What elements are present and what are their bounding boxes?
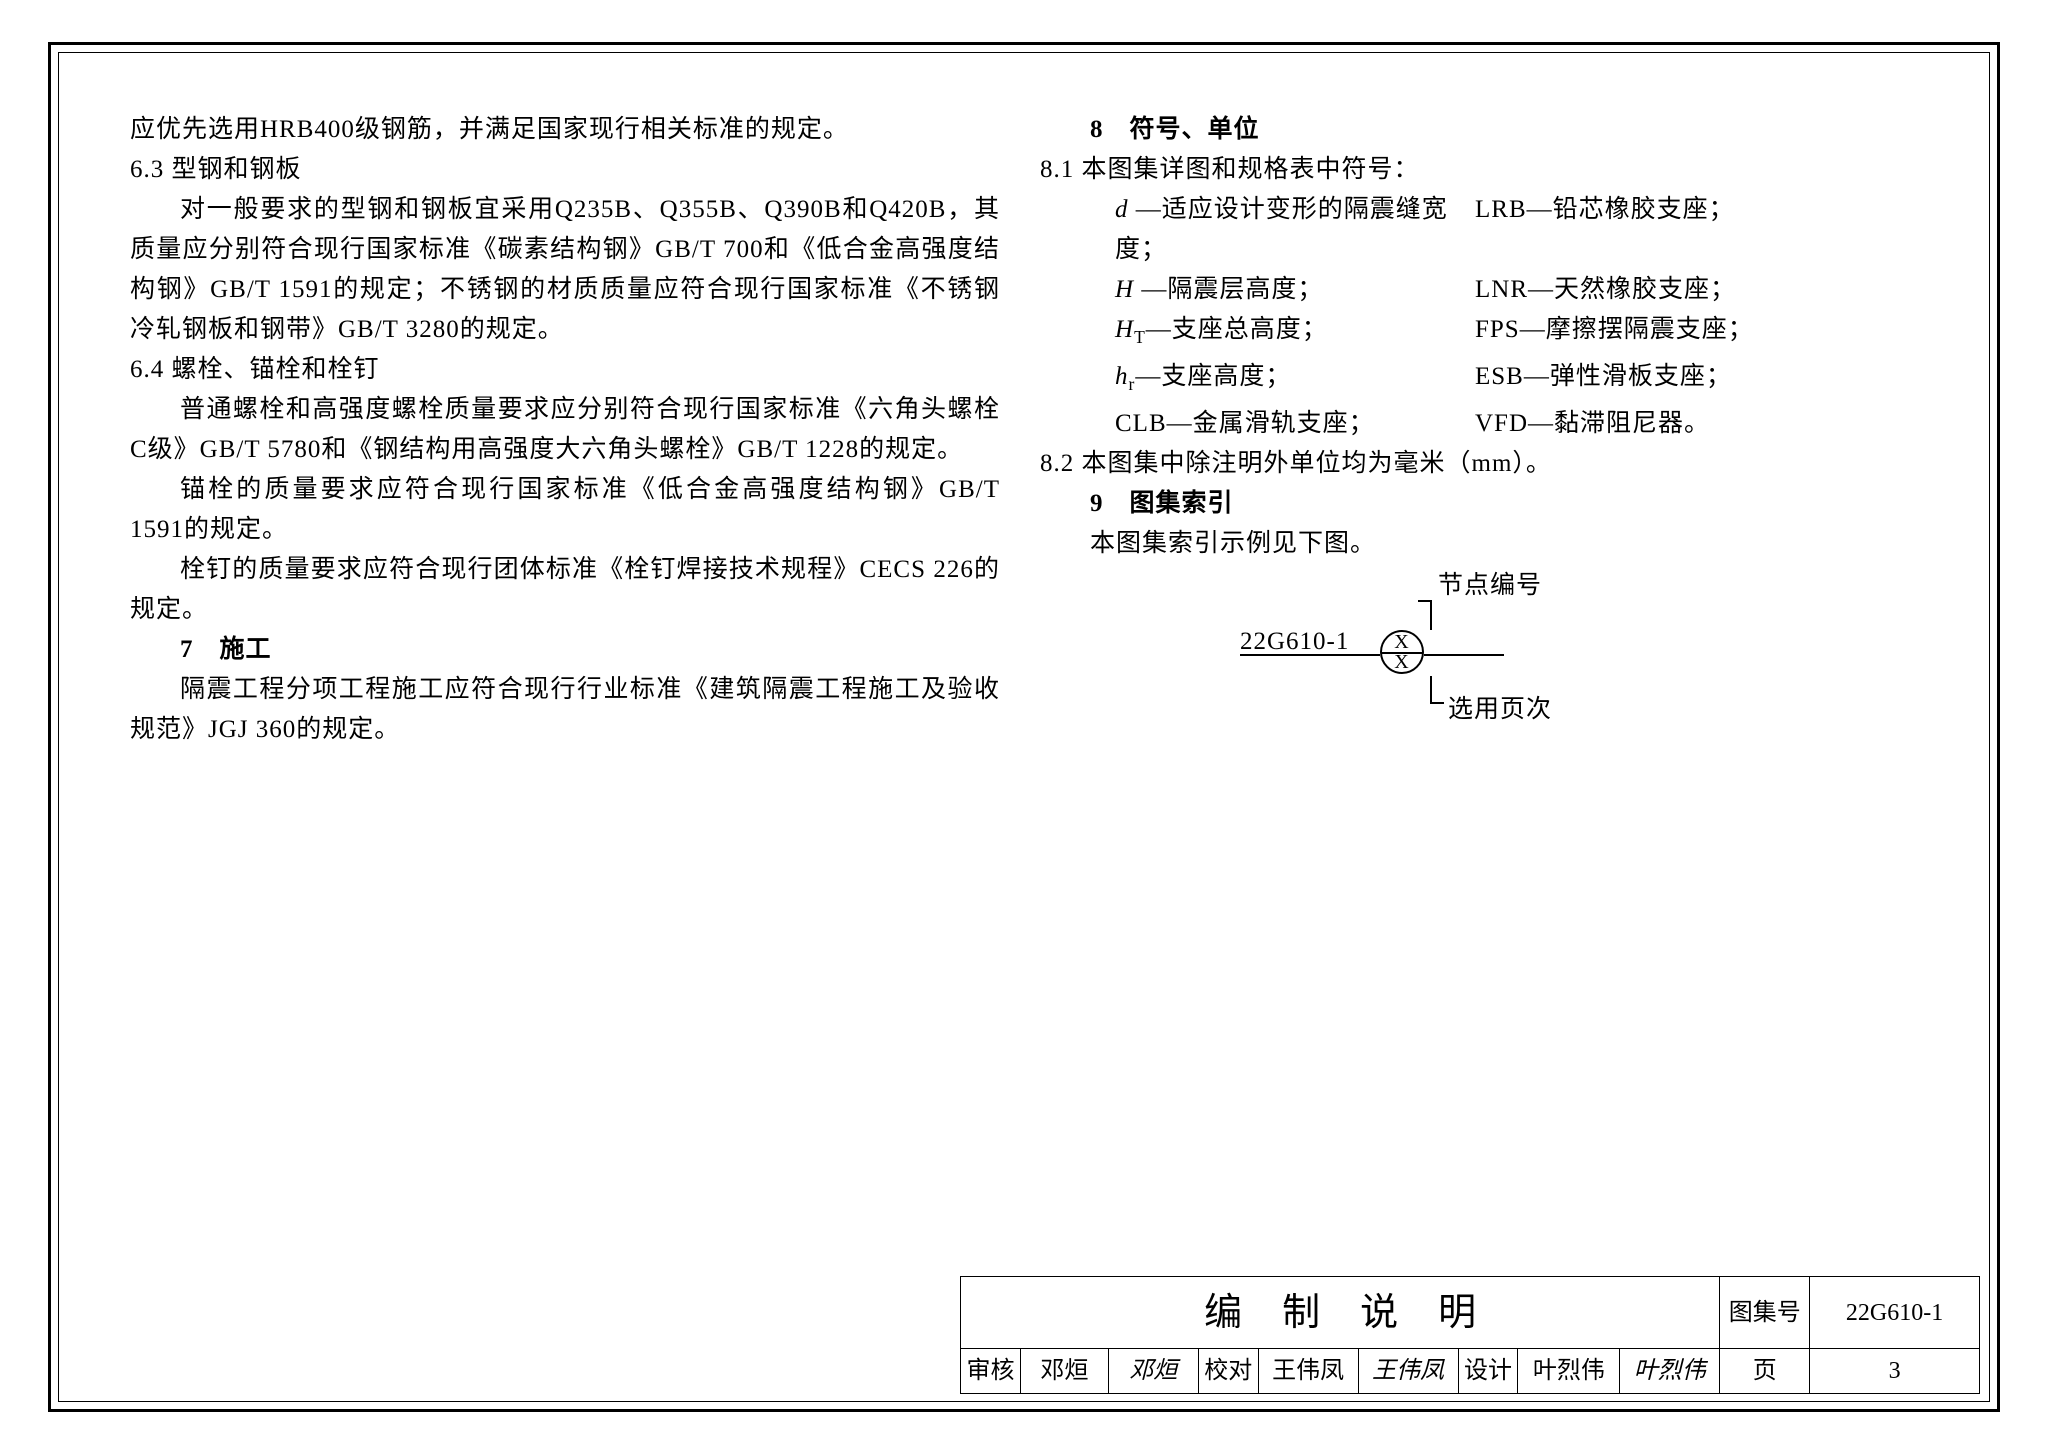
right-column: 8 符号、单位 8.1 本图集详图和规格表中符号： d —适应设计变形的隔震缝宽… [1040, 110, 1910, 750]
set-label: 图集号 [1720, 1277, 1810, 1349]
leader-bottom-h [1430, 702, 1444, 704]
review-label: 审核 [961, 1349, 1021, 1393]
sym-hr: hr—支座高度； [1115, 357, 1475, 404]
label-node-number: 节点编号 [1438, 566, 1542, 606]
symbol-list: d —适应设计变形的隔震缝宽度； LRB—铅芯橡胶支座； H —隔震层高度； L… [1115, 190, 1910, 444]
design-sig: 叶烈伟 [1620, 1349, 1720, 1393]
circle-divider [1382, 652, 1422, 654]
page-value: 3 [1810, 1349, 1980, 1393]
review-sig: 邓烜 [1109, 1349, 1199, 1393]
leader-top-v [1430, 600, 1432, 630]
drawing-title: 编制说明 [961, 1277, 1720, 1349]
heading-8-1: 8.1 本图集详图和规格表中符号： [1040, 150, 1910, 190]
para-steel-plate: 对一般要求的型钢和钢板宜采用Q235B、Q355B、Q390B和Q420B，其质… [130, 190, 1000, 350]
circle-bottom-x: X [1382, 652, 1422, 672]
check-name: 王伟凤 [1259, 1349, 1359, 1393]
sym-lnr: LNR—天然橡胶支座； [1475, 270, 1815, 310]
index-circle: X X [1380, 630, 1424, 674]
para-anchor: 锚栓的质量要求应符合现行国家标准《低合金高强度结构钢》GB/T 1591的规定。 [130, 470, 1000, 550]
sym-clb: CLB—金属滑轨支座； [1115, 404, 1475, 444]
sym-d: d —适应设计变形的隔震缝宽度； [1115, 190, 1475, 270]
index-diagram: 节点编号 22G610-1 X X 选用页次 [1240, 572, 1660, 732]
label-page-select: 选用页次 [1448, 690, 1552, 730]
sym-h: H —隔震层高度； [1115, 270, 1475, 310]
set-value: 22G610-1 [1810, 1277, 1980, 1349]
heading-8-2: 8.2 本图集中除注明外单位均为毫米（mm）。 [1040, 444, 1910, 484]
para-bolts: 普通螺栓和高强度螺栓质量要求应分别符合现行国家标准《六角头螺栓 C级》GB/T … [130, 390, 1000, 470]
sym-lrb: LRB—铅芯橡胶支座； [1475, 190, 1815, 270]
para-continue: 应优先选用HRB400级钢筋，并满足国家现行相关标准的规定。 [130, 110, 1000, 150]
leader-top-h [1418, 600, 1432, 602]
sym-vfd: VFD—黏滞阻尼器。 [1475, 404, 1815, 444]
heading-6-3: 6.3 型钢和钢板 [130, 150, 1000, 190]
design-name: 叶烈伟 [1518, 1349, 1620, 1393]
heading-7: 7 施工 [130, 630, 1000, 670]
design-label: 设计 [1459, 1349, 1519, 1393]
leader-right [1424, 654, 1504, 656]
check-label: 校对 [1199, 1349, 1259, 1393]
sym-esb: ESB—弹性滑板支座； [1475, 357, 1815, 404]
left-column: 应优先选用HRB400级钢筋，并满足国家现行相关标准的规定。 6.3 型钢和钢板… [130, 110, 1000, 750]
para-stud: 栓钉的质量要求应符合现行团体标准《栓钉焊接技术规程》CECS 226的规定。 [130, 550, 1000, 630]
check-sig: 王伟凤 [1359, 1349, 1459, 1393]
sym-ht: HT—支座总高度； [1115, 310, 1475, 357]
sym-fps: FPS—摩擦摆隔震支座； [1475, 310, 1815, 357]
para-construction: 隔震工程分项工程施工应符合现行行业标准《建筑隔震工程施工及验收规范》JGJ 36… [130, 670, 1000, 750]
heading-6-4: 6.4 螺栓、锚栓和栓钉 [130, 350, 1000, 390]
page-content: 应优先选用HRB400级钢筋，并满足国家现行相关标准的规定。 6.3 型钢和钢板… [130, 110, 1920, 750]
leader-bottom-v [1430, 676, 1432, 704]
page-label: 页 [1720, 1349, 1810, 1393]
circle-top-x: X [1382, 632, 1422, 652]
label-code: 22G610-1 [1240, 622, 1349, 662]
leader-left [1240, 654, 1380, 656]
review-name: 邓烜 [1021, 1349, 1109, 1393]
title-block: 编制说明 图集号 22G610-1 审核 邓烜 邓烜 校对 王伟凤 王伟凤 设计… [960, 1276, 1980, 1394]
heading-9: 9 图集索引 [1040, 484, 1910, 524]
para-index: 本图集索引示例见下图。 [1040, 524, 1910, 564]
heading-8: 8 符号、单位 [1040, 110, 1910, 150]
